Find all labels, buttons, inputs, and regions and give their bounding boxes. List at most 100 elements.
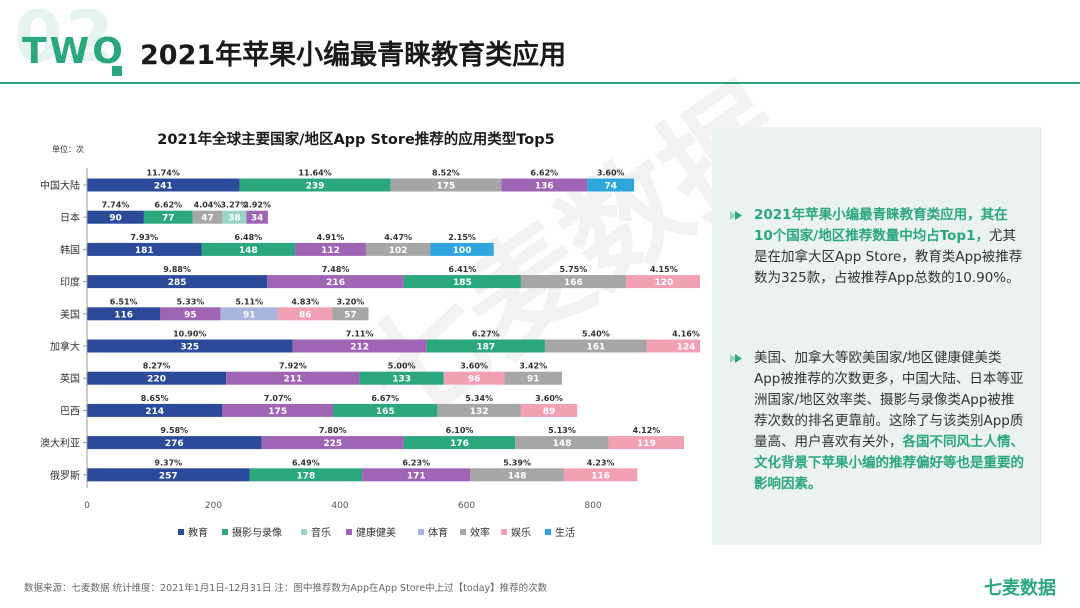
legend-swatch <box>418 529 424 535</box>
bar-segment <box>87 339 293 353</box>
bar-percent-label: 4.04% <box>194 201 222 210</box>
bar-percent-label: 5.33% <box>177 297 205 306</box>
bar-percent-label: 7.48% <box>322 265 350 274</box>
legend-label: 音乐 <box>311 526 331 539</box>
legend-swatch <box>222 529 228 535</box>
chart-title: 2021年全球主要国家/地区App Store推荐的应用类型Top5 <box>157 130 554 148</box>
x-tick-label: 800 <box>584 501 601 511</box>
bar-value-label: 148 <box>508 471 527 481</box>
category-label: 日本 <box>60 211 80 224</box>
bar-value-label: 216 <box>326 278 345 288</box>
bar-segment <box>87 307 161 321</box>
bar-segment <box>625 275 700 289</box>
legend-label: 摄影与录像 <box>232 526 282 539</box>
insight-2-highlight: 各国不同风土人情、文化背景下苹果小编的推荐偏好等也是重要的影响因素。 <box>754 434 1024 492</box>
bar-value-label: 285 <box>168 278 187 288</box>
bar-percent-label: 5.13% <box>548 426 576 435</box>
bar-segment <box>87 468 250 482</box>
category-label: 巴西 <box>60 405 80 417</box>
bar-segment <box>249 468 363 482</box>
bar-segment <box>430 242 494 256</box>
bar-segment <box>239 178 391 192</box>
bar-value-label: 90 <box>109 214 122 224</box>
bar-percent-label: 8.27% <box>143 362 171 371</box>
legend-swatch <box>545 529 551 535</box>
bar-segment <box>501 178 588 192</box>
legend-label: 体育 <box>428 526 448 539</box>
bar-percent-label: 6.62% <box>154 201 182 210</box>
bar-percent-label: 4.91% <box>317 233 345 242</box>
stacked-bar-chart: 2021年全球主要国家/地区App Store推荐的应用类型Top5 单位：次 … <box>40 130 700 539</box>
bar-percent-label: 4.16% <box>672 330 700 339</box>
bar-value-label: 161 <box>586 343 605 353</box>
bar-value-label: 102 <box>389 246 408 256</box>
bar-segment <box>201 242 296 256</box>
bar-value-label: 165 <box>376 407 395 417</box>
bar-percent-label: 6.27% <box>472 330 500 339</box>
bar-segment <box>332 307 369 321</box>
section-dot <box>112 66 122 76</box>
bar-segment <box>222 403 334 417</box>
bar-value-label: 116 <box>591 471 610 481</box>
bar-value-label: 325 <box>180 343 199 353</box>
insight-panel: 2021年苹果小编最青睐教育类应用，其在10个国家/地区推荐数量中均占Top1，… <box>712 127 1042 545</box>
bar-segment <box>515 436 609 450</box>
page-title: 2021年苹果小编最青睐教育类应用 <box>140 40 567 71</box>
section-number: 02 <box>14 0 116 78</box>
category-label: 加拿大 <box>50 340 80 353</box>
bar-percent-label: 6.10% <box>446 426 474 435</box>
bar-segment <box>520 403 578 417</box>
legend-label: 健康健美 <box>356 526 396 539</box>
bar-segment <box>504 371 563 385</box>
x-tick-label: 200 <box>205 501 222 511</box>
legend-label: 生活 <box>555 526 575 539</box>
bar-segment <box>87 178 240 192</box>
legend-swatch <box>460 529 466 535</box>
bar-percent-label: 6.23% <box>402 458 430 467</box>
brand-logo: 七麦数据 <box>984 578 1056 599</box>
title-divider <box>0 82 1080 84</box>
bar-value-label: 91 <box>243 310 256 320</box>
legend-swatch <box>501 529 507 535</box>
bar-percent-label: 6.62% <box>530 169 558 178</box>
bar-percent-label: 2.15% <box>448 233 476 242</box>
category-label: 中国大陆 <box>40 179 80 192</box>
bar-percent-label: 9.88% <box>163 265 191 274</box>
bar-percent-label: 3.60% <box>460 362 488 371</box>
bar-segment <box>470 468 564 482</box>
bar-value-label: 100 <box>453 246 472 256</box>
bar-value-label: 175 <box>437 182 456 192</box>
bar-segment <box>160 307 221 321</box>
bar-segment <box>222 210 247 224</box>
bar-percent-label: 4.23% <box>587 458 615 467</box>
bar-segment <box>362 468 471 482</box>
bar-value-label: 166 <box>564 278 583 288</box>
bar-segment <box>646 339 700 353</box>
bar-segment <box>587 178 635 192</box>
data-source-note: 数据来源：七麦数据 统计维度：2021年1月1日-12月31日 注：图中推荐数为… <box>24 583 548 594</box>
bar-percent-label: 3.42% <box>519 362 547 371</box>
bar-percent-label: 9.37% <box>154 458 182 467</box>
bar-segment <box>220 307 279 321</box>
x-tick-label: 400 <box>331 501 348 511</box>
bar-percent-label: 6.48% <box>234 233 262 242</box>
bar-value-label: 185 <box>453 278 472 288</box>
bar-segment <box>403 275 521 289</box>
arrow-bullet-icon <box>730 354 742 363</box>
bar-segment <box>267 275 404 289</box>
bar-value-label: 47 <box>201 214 214 224</box>
bar-segment <box>520 275 626 289</box>
bar-percent-label: 3.20% <box>337 297 365 306</box>
category-label: 澳大利亚 <box>40 437 80 450</box>
bar-value-label: 133 <box>392 375 411 385</box>
bar-value-label: 77 <box>162 214 175 224</box>
section-word: TWO <box>22 31 126 72</box>
bar-value-label: 112 <box>321 246 340 256</box>
legend-label: 教育 <box>188 526 208 539</box>
bar-percent-label: 5.40% <box>582 330 610 339</box>
bar-value-label: 178 <box>296 471 315 481</box>
bar-value-label: 171 <box>407 471 426 481</box>
category-label: 韩国 <box>60 243 80 256</box>
bar-value-label: 95 <box>184 310 197 320</box>
bar-value-label: 57 <box>344 310 357 320</box>
